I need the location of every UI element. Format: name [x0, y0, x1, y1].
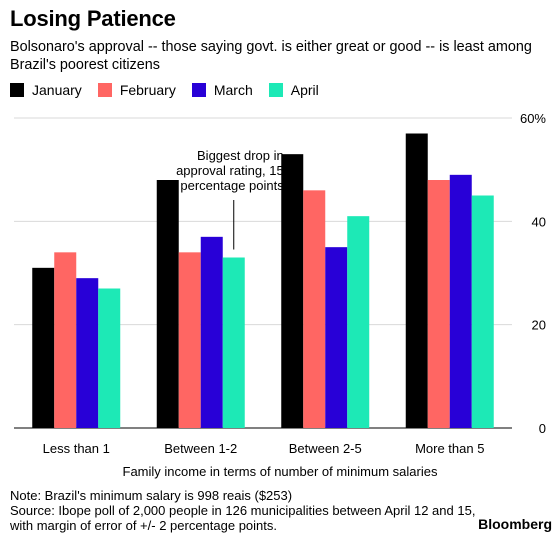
bar-january-between-2-5 [281, 154, 304, 428]
bar-april-between-2-5 [347, 216, 370, 428]
legend-swatch-february [97, 83, 112, 97]
bar-february-between-2-5 [303, 190, 326, 428]
legend-item-january: January [10, 82, 82, 98]
legend-label-january: January [32, 82, 82, 98]
chart-subtitle: Bolsonaro's approval -- those saying gov… [10, 39, 532, 73]
legend-swatch-january [10, 83, 24, 97]
bar-january-between-1-2 [156, 180, 179, 428]
annotation-line: percentage points [180, 178, 284, 193]
bar-january-less-than-1 [32, 267, 55, 428]
legend: January February March April [10, 82, 335, 98]
bar-march-between-1-2 [200, 236, 223, 428]
legend-label-april: April [290, 82, 319, 98]
bar-april-between-1-2 [222, 257, 245, 428]
bar-february-less-than-1 [54, 252, 77, 428]
legend-item-february: February [97, 82, 176, 98]
bar-march-more-than-5 [449, 174, 472, 428]
bar-april-more-than-5 [471, 195, 494, 428]
y-tick-label-0: 0 [539, 421, 546, 436]
legend-swatch-march [191, 83, 206, 97]
legend-swatch-april [268, 83, 283, 97]
x-axis-label: Family income in terms of number of mini… [122, 464, 438, 479]
y-tick-label-60: 60% [520, 111, 546, 126]
legend-label-february: February [119, 82, 176, 98]
x-tick-label-more-than-5: More than 5 [415, 441, 484, 456]
bar-march-less-than-1 [76, 278, 99, 428]
legend-label-march: March [213, 82, 253, 98]
source-text: Source: Ibope poll of 2,000 people in 12… [10, 503, 476, 533]
x-tick-label-between-1-2: Between 1-2 [164, 441, 237, 456]
chart-title: Losing Patience [10, 6, 176, 31]
bloomberg-logo: Bloomberg [478, 516, 552, 532]
note-text: Note: Brazil's minimum salary is 998 rea… [10, 488, 293, 503]
legend-item-april: April [268, 82, 319, 98]
x-tick-label-less-than-1: Less than 1 [43, 441, 110, 456]
y-tick-label-20: 20 [532, 318, 546, 333]
bar-march-between-2-5 [325, 247, 348, 428]
bar-april-less-than-1 [98, 288, 121, 428]
bar-february-more-than-5 [427, 180, 450, 428]
annotation-line: approval rating, 15 [176, 163, 284, 178]
bar-january-more-than-5 [405, 133, 428, 428]
bar-february-between-1-2 [178, 252, 201, 428]
annotation-text: Biggest drop in approval rating, 15 percen… [176, 148, 284, 193]
bar-chart: 0 20 40 60% Less than 1 Between 1-2 Between 2-… [14, 111, 546, 456]
y-tick-label-40: 40 [532, 214, 546, 229]
annotation-line: Biggest drop in [197, 148, 284, 163]
footnote: Note: Brazil's minimum salary is 998 rea… [10, 488, 480, 533]
x-tick-label-between-2-5: Between 2-5 [289, 441, 362, 456]
legend-item-march: March [191, 82, 253, 98]
